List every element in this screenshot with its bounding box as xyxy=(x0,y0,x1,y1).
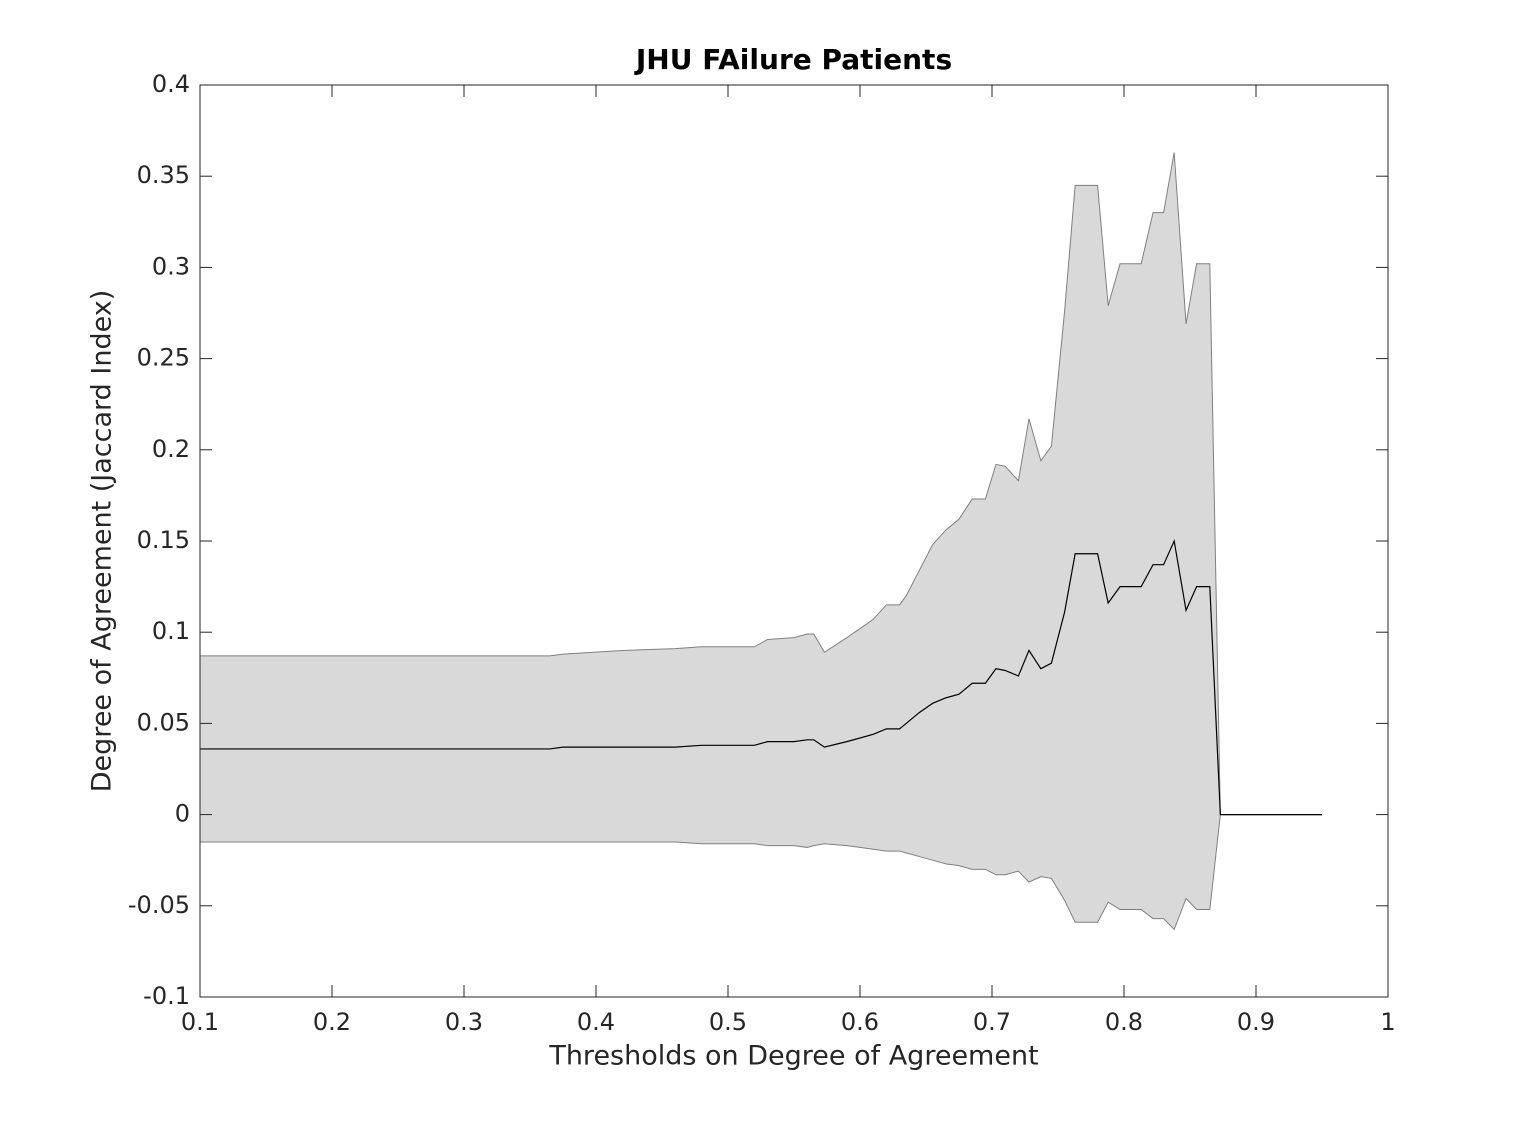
x-tick-label: 0.5 xyxy=(709,1008,747,1036)
y-tick-label: 0.3 xyxy=(152,252,190,280)
y-tick-label: 0.4 xyxy=(152,70,190,98)
band-area xyxy=(200,152,1322,930)
x-tick-label: 0.3 xyxy=(445,1008,483,1036)
y-tick-label: 0.25 xyxy=(137,344,190,372)
mean-line xyxy=(200,538,1322,816)
x-tick-label: 0.8 xyxy=(1105,1008,1143,1036)
chart-title: JHU FAilure Patients xyxy=(634,43,952,76)
y-tick-label: 0.35 xyxy=(137,161,190,189)
x-tick-label: 0.6 xyxy=(841,1008,879,1036)
x-tick-label: 0.1 xyxy=(181,1008,219,1036)
x-axis-label: Thresholds on Degree of Agreement xyxy=(548,1041,1038,1072)
y-tick-label: 0.2 xyxy=(152,435,190,463)
x-tick-label: 0.7 xyxy=(973,1008,1011,1036)
y-tick-label: 0.15 xyxy=(137,526,190,554)
x-tick-label: 0.9 xyxy=(1237,1008,1275,1036)
y-axis-label: Degree of Agreement (Jaccard Index) xyxy=(87,290,118,792)
y-tick-label: 0 xyxy=(175,800,190,828)
y-tick-label: -0.05 xyxy=(128,891,190,919)
y-tick-label: 0.05 xyxy=(137,708,190,736)
band-edge xyxy=(200,152,1322,816)
x-tick-label: 1 xyxy=(1380,1008,1395,1036)
band-edge xyxy=(200,814,1322,931)
x-tick-label: 0.4 xyxy=(577,1008,615,1036)
y-tick-label: 0.1 xyxy=(152,617,190,645)
x-tick-label: 0.2 xyxy=(313,1008,351,1036)
y-tick-label: -0.1 xyxy=(143,982,190,1010)
